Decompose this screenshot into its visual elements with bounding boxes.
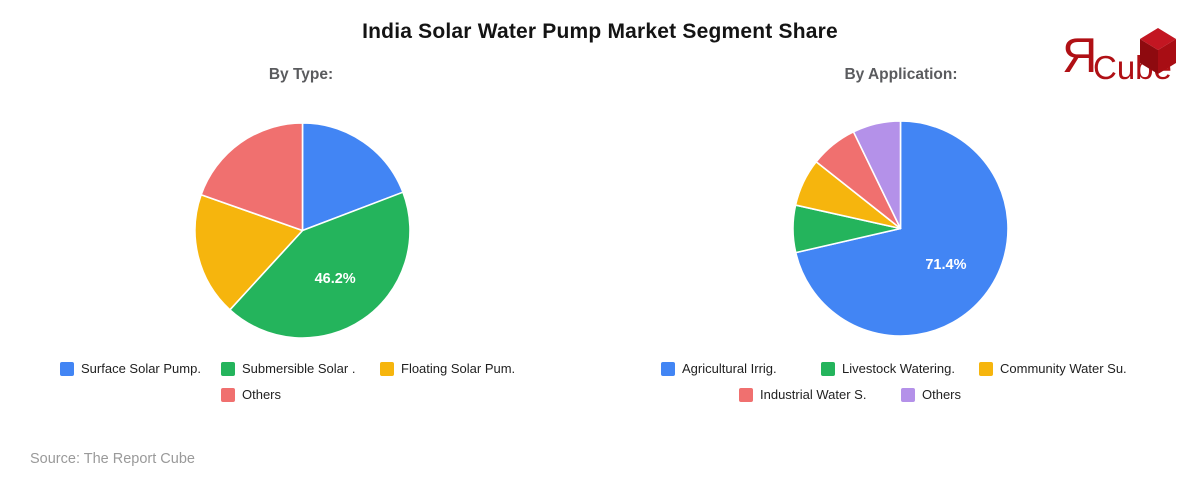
left-chart-subtitle: By Type: (268, 66, 334, 83)
legend-label: Others (922, 387, 962, 402)
pie-chart-by-application: 71.4% (791, 119, 1010, 338)
legend-swatch (60, 361, 74, 376)
legend-item: Agricultural Irrig. (661, 361, 777, 376)
pie-slice (852, 120, 902, 230)
legend-swatch (739, 387, 753, 402)
legend-swatch (380, 361, 394, 376)
legend-swatch (221, 387, 235, 402)
legend-item: Industrial Water S. (739, 387, 866, 402)
legend-label: Industrial Water S. (760, 387, 867, 402)
legend-swatch (661, 361, 675, 376)
pie-value-label: 46.2% (314, 270, 356, 287)
pie-slice (194, 193, 304, 311)
legend-label: Surface Solar Pump. (81, 361, 201, 376)
pie-svg-by-application (792, 120, 1009, 337)
pie-slice (794, 120, 1009, 337)
legend-label: Agricultural Irrig. (682, 361, 777, 376)
logo-r-letter: Я (1062, 29, 1098, 83)
legend-label: Community Water Su. (1000, 361, 1127, 376)
pie-slice (229, 191, 411, 339)
legend-item: Submersible Solar . (221, 361, 355, 376)
report-cube-logo: Я Cube (1062, 28, 1180, 84)
legend-item: Livestock Watering. (821, 361, 955, 376)
page-title: India Solar Water Pump Market Segment Sh… (362, 20, 838, 43)
legend-swatch (821, 361, 835, 376)
legend-label: Submersible Solar . (242, 361, 356, 376)
right-chart-subtitle: By Application: (844, 66, 958, 83)
legend-item: Community Water Su. (979, 361, 1127, 376)
source-note: Source: The Report Cube (30, 451, 195, 467)
pie-slice (301, 122, 404, 232)
pie-svg-by-type (194, 122, 411, 339)
pie-slice (200, 122, 304, 232)
cube-icon (1140, 28, 1176, 74)
legend-item: Floating Solar Pum. (380, 361, 515, 376)
legend-by-application: Agricultural Irrig. Livestock Watering. Co… (0, 361, 1200, 407)
legend-label: Livestock Watering. (842, 361, 955, 376)
legend-label: Floating Solar Pum. (401, 361, 516, 376)
pie-chart-by-type: 46.2% (193, 121, 412, 340)
legend-item: Others (901, 387, 961, 402)
legend-item: Surface Solar Pump. (60, 361, 201, 376)
legend-swatch (901, 387, 915, 402)
legend-item: Others (221, 387, 281, 402)
legend-swatch (979, 361, 993, 376)
legend-label: Others (242, 387, 282, 402)
legend-by-type: Surface Solar Pump. Submersible Solar . Fl… (0, 361, 1200, 407)
legend-swatch (221, 361, 235, 376)
pie-value-label: 71.4% (925, 256, 967, 273)
